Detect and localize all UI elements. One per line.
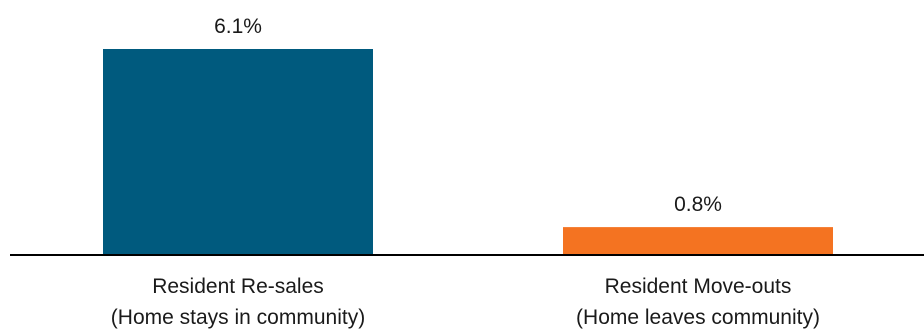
bar-2 — [563, 227, 833, 254]
bar-1 — [103, 49, 373, 254]
category-label-2-line-1: Resident Move-outs — [605, 275, 792, 298]
category-label-2-line-2: (Home leaves community) — [576, 306, 820, 329]
bars-group — [103, 49, 833, 254]
category-label-1-line-1: Resident Re-sales — [152, 275, 324, 298]
category-label-1-line-2: (Home stays in community) — [111, 306, 365, 329]
value-labels-group: 6.1% 0.8% — [214, 15, 722, 216]
data-label-2: 0.8% — [674, 193, 722, 216]
data-label-1: 6.1% — [214, 15, 262, 38]
category-labels-group: Resident Re-sales (Home stays in communit… — [111, 275, 820, 329]
